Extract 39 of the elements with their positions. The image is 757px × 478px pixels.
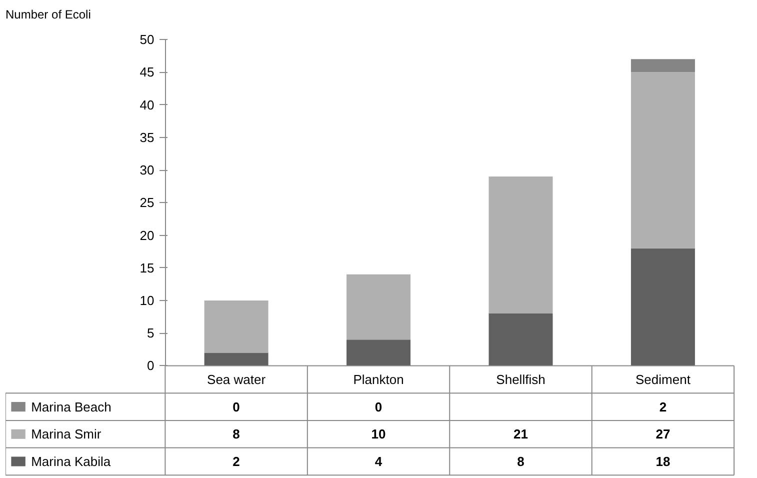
y-tick-label: 30: [140, 162, 154, 178]
data-label: 21: [514, 426, 528, 442]
legend-label: Marina Smir: [31, 426, 102, 442]
data-label: 10: [371, 426, 386, 442]
data-label: 4: [374, 454, 383, 469]
y-tick-label: 50: [140, 32, 154, 48]
bar: [488, 176, 553, 314]
data-label: 2: [659, 399, 667, 414]
y-tick-label: 25: [140, 195, 154, 210]
data-label: 8: [517, 454, 524, 469]
data-label: 18: [656, 454, 670, 469]
bar: [630, 59, 695, 72]
bar: [630, 248, 695, 366]
bar: [630, 72, 695, 248]
y-tick-label: 5: [146, 326, 154, 341]
bar: [346, 340, 411, 366]
data-label: 8: [232, 426, 240, 442]
y-tick-label: 10: [140, 293, 154, 308]
y-tick-label: 40: [140, 97, 154, 112]
y-tick-label: 15: [140, 260, 154, 276]
bar: [488, 314, 553, 366]
x-tick-label: Sea water: [207, 372, 266, 387]
y-tick-label: 35: [140, 130, 154, 145]
bar: [346, 274, 411, 340]
data-label: 0: [374, 399, 382, 414]
y-tick-label: 0: [146, 358, 154, 374]
x-tick-label: Plankton: [353, 372, 404, 387]
y-axis-title: Number of Ecoli: [6, 8, 91, 22]
y-tick-label: 45: [140, 64, 154, 80]
legend-label: Marina Kabila: [31, 454, 112, 469]
bar: [204, 352, 268, 366]
y-tick-label: 20: [140, 228, 154, 243]
legend-label: Marina Beach: [31, 399, 112, 414]
x-tick-label: Sediment: [636, 372, 691, 387]
data-label: 2: [232, 454, 240, 469]
x-tick-label: Shellfish: [496, 372, 546, 387]
data-label: 0: [232, 399, 240, 414]
data-label: 27: [656, 426, 670, 442]
bar: [204, 300, 268, 353]
